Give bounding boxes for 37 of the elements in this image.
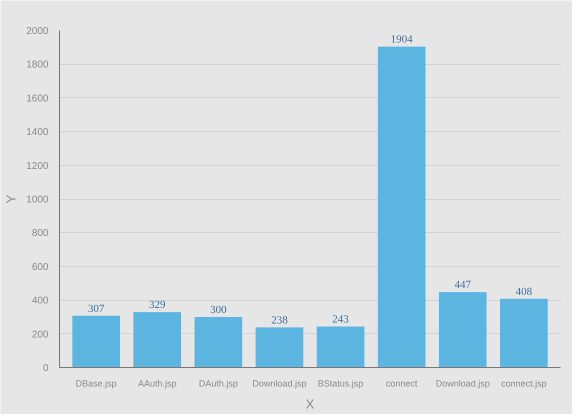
y-tick-label: 1600 (26, 93, 49, 104)
x-axis-title: X (306, 396, 315, 412)
y-tick-label: 1200 (26, 160, 49, 172)
y-tick-label: 2000 (26, 26, 49, 37)
x-tick-label: DAuth.jsp (198, 378, 238, 388)
y-tick-label: 0 (42, 363, 49, 374)
y-tick-label: 1800 (26, 60, 49, 71)
bar (378, 46, 426, 368)
data-label: 243 (332, 314, 350, 326)
x-tick-label: Download.jsp (436, 378, 490, 388)
y-tick-label: 400 (32, 296, 49, 307)
data-label: 408 (516, 286, 533, 298)
data-label: 1904 (390, 34, 414, 46)
x-tick-label: connect.jsp (501, 378, 547, 388)
x-tick-label: BStatus.jsp (318, 378, 364, 388)
bar (194, 316, 242, 368)
y-tick-label: 200 (32, 329, 49, 340)
bar (72, 316, 120, 368)
bar (316, 326, 364, 368)
data-label: 300 (210, 304, 228, 316)
y-tick-label: 600 (32, 262, 49, 273)
y-tick-label: 1000 (26, 194, 49, 206)
data-label: 307 (88, 302, 105, 315)
bar (500, 298, 548, 368)
bar (256, 327, 304, 368)
data-label: 329 (149, 299, 166, 312)
x-tick-label: DBase.jsp (76, 378, 117, 388)
x-tick-label: AAuth.jsp (138, 378, 177, 388)
y-tick-label: 800 (32, 228, 49, 240)
data-label: 238 (271, 314, 288, 326)
bar (133, 312, 182, 368)
bar (438, 292, 487, 368)
y-tick-label: 1400 (26, 127, 49, 138)
x-tick-label: connect (386, 378, 418, 388)
y-axis-title: Y (3, 194, 18, 204)
data-label: 447 (454, 279, 472, 292)
x-tick-label: Download.jsp (252, 378, 306, 388)
